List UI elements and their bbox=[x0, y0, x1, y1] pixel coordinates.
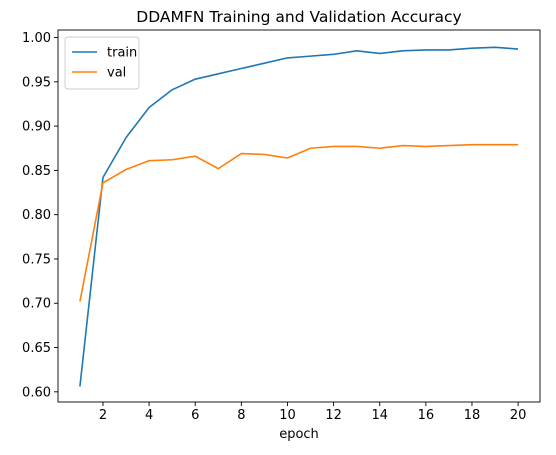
plot-lines bbox=[79, 46, 519, 387]
x-tick-label: 6 bbox=[191, 408, 199, 423]
y-tick-label: 1.00 bbox=[22, 31, 51, 46]
y-tick-label: 0.60 bbox=[22, 385, 51, 400]
x-tick-label: 12 bbox=[325, 408, 342, 423]
legend: train val bbox=[64, 36, 140, 90]
y-tick-label: 0.95 bbox=[22, 75, 51, 90]
x-tick-label: 4 bbox=[145, 408, 153, 423]
x-tick-label: 20 bbox=[510, 408, 527, 423]
x-tick-label: 2 bbox=[99, 408, 107, 423]
y-tick-label: 0.75 bbox=[22, 252, 51, 267]
y-tick-label: 0.70 bbox=[22, 297, 51, 312]
x-axis: 2 4 6 8 10 12 14 16 18 20 bbox=[99, 402, 527, 423]
legend-label-train: train bbox=[107, 46, 137, 61]
chart-title: DDAMFN Training and Validation Accuracy bbox=[136, 8, 461, 26]
y-tick-label: 0.85 bbox=[22, 164, 51, 179]
axes-frame bbox=[57, 29, 541, 403]
x-tick-label: 16 bbox=[418, 408, 435, 423]
x-tick-label: 18 bbox=[464, 408, 481, 423]
y-tick-label: 0.80 bbox=[22, 208, 51, 223]
x-axis-label: epoch bbox=[279, 427, 319, 442]
x-tick-label: 8 bbox=[237, 408, 245, 423]
y-tick-label: 0.65 bbox=[22, 341, 51, 356]
x-tick-label: 10 bbox=[279, 408, 296, 423]
y-tick-label: 0.90 bbox=[22, 120, 51, 135]
series-line-val bbox=[79, 143, 519, 302]
legend-label-val: val bbox=[107, 66, 126, 81]
y-axis: 0.60 0.65 0.70 0.75 0.80 0.85 0.90 0.95 1.00 bbox=[22, 31, 58, 400]
series-line-train bbox=[79, 46, 519, 387]
legend-frame bbox=[64, 36, 140, 90]
x-tick-label: 14 bbox=[371, 408, 388, 423]
